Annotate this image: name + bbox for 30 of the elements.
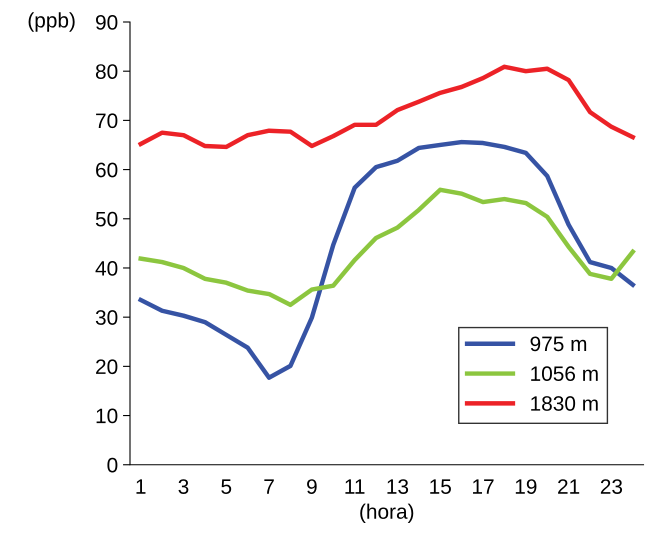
y-tick-label: 80 (96, 64, 118, 79)
y-axis-title: (ppb) (28, 12, 75, 32)
x-tick-label: 15 (430, 479, 451, 494)
y-tick-label: 50 (96, 212, 118, 227)
x-tick-label: 11 (345, 479, 364, 494)
legend-label: 1830 m (531, 396, 598, 411)
line-series (138, 140, 636, 380)
x-tick-label: 7 (264, 479, 274, 494)
x-tick-label: 5 (221, 479, 232, 494)
x-tick-label: 9 (307, 479, 317, 494)
y-tick-label: 30 (96, 310, 118, 325)
y-tick-label: 0 (107, 458, 118, 473)
y-tick-label: 90 (96, 15, 118, 30)
x-tick-label: 3 (178, 479, 188, 494)
x-tick-label: 19 (516, 479, 536, 494)
x-tick-label: 13 (387, 479, 408, 494)
legend-label: 1056 m (531, 366, 598, 382)
line-series (138, 188, 636, 308)
x-tick-label: 1 (136, 479, 146, 494)
y-tick-label: 40 (96, 260, 118, 276)
x-tick-label: 17 (473, 479, 494, 494)
legend-label: 975 m (530, 336, 586, 352)
x-tick-label: 21 (558, 479, 580, 494)
y-tick-label: 10 (96, 408, 118, 424)
y-tick-label: 60 (96, 162, 118, 178)
x-axis-title: (hora) (360, 504, 414, 524)
line-series (138, 64, 636, 150)
x-tick-label: 23 (600, 479, 622, 494)
y-tick-label: 70 (96, 113, 118, 128)
y-tick-label: 20 (96, 359, 118, 374)
